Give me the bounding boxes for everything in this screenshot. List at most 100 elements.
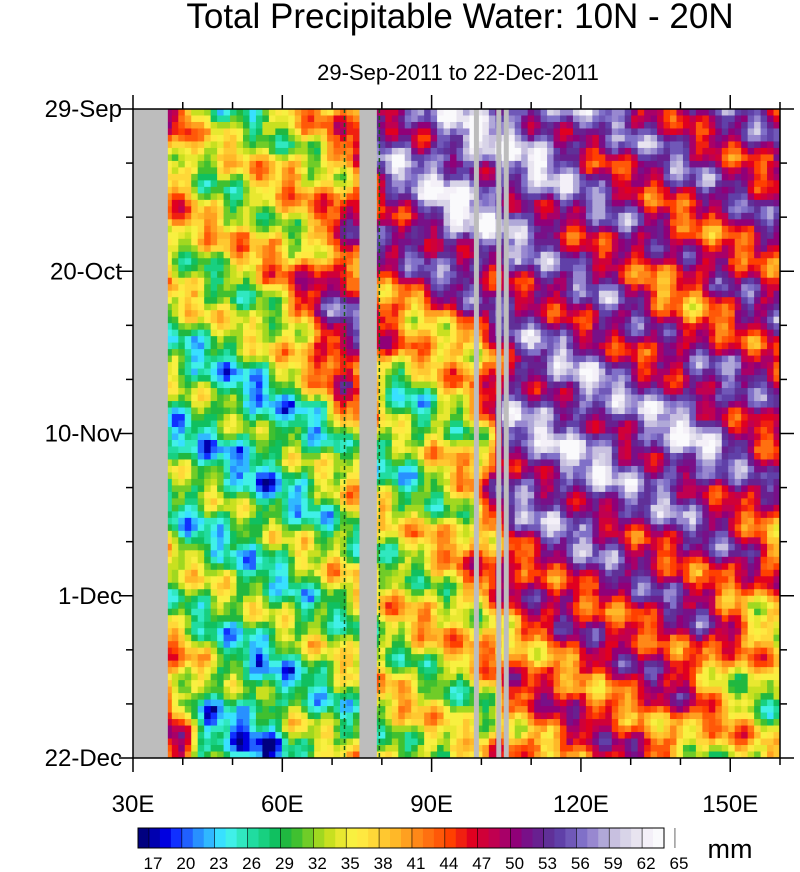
field-cell xyxy=(333,128,341,136)
field-cell xyxy=(644,109,652,117)
field-cell xyxy=(307,394,315,402)
field-cell xyxy=(443,407,451,415)
field-cell xyxy=(249,212,257,220)
field-cell xyxy=(754,225,762,233)
field-cell xyxy=(294,381,302,389)
field-cell xyxy=(553,414,561,422)
field-cell xyxy=(695,420,703,428)
field-cell xyxy=(469,264,477,272)
field-cell xyxy=(268,147,276,156)
field-cell xyxy=(534,420,542,428)
field-cell xyxy=(385,401,393,409)
field-cell xyxy=(462,167,471,175)
chart-subtitle: 29-Sep-2011 to 22-Dec-2011 xyxy=(317,60,599,85)
field-cell xyxy=(275,284,283,292)
field-cell xyxy=(327,225,335,233)
field-cell xyxy=(281,264,289,272)
field-cell xyxy=(230,219,238,227)
field-cell xyxy=(754,381,762,389)
field-cell xyxy=(734,277,742,285)
field-cell xyxy=(508,245,516,253)
field-cell xyxy=(268,277,276,285)
field-cell xyxy=(191,180,199,188)
field-cell xyxy=(618,427,626,435)
field-cell xyxy=(242,401,251,409)
field-cell xyxy=(534,115,542,123)
field-cell xyxy=(760,134,768,143)
field-cell xyxy=(191,251,199,259)
field-cell xyxy=(747,128,755,136)
field-cell xyxy=(217,375,225,383)
field-cell xyxy=(346,427,354,435)
field-cell xyxy=(417,219,425,227)
field-cell xyxy=(236,173,244,181)
field-cell xyxy=(566,394,574,402)
field-cell xyxy=(598,316,606,324)
field-cell xyxy=(631,310,639,318)
field-cell xyxy=(708,388,716,396)
field-cell xyxy=(540,362,548,370)
field-cell xyxy=(721,323,729,331)
field-cell xyxy=(320,186,328,194)
field-cell xyxy=(553,141,561,149)
field-cell xyxy=(773,271,780,279)
field-cell xyxy=(488,212,496,220)
field-cell xyxy=(210,316,218,324)
field-cell xyxy=(754,297,762,305)
field-cell xyxy=(294,284,302,292)
field-cell xyxy=(534,251,542,259)
field-cell xyxy=(527,290,535,298)
field-cell xyxy=(534,193,542,201)
field-cell xyxy=(475,186,483,194)
field-cell xyxy=(314,368,322,376)
field-cell xyxy=(475,245,483,253)
field-cell xyxy=(275,316,283,324)
field-cell xyxy=(462,225,471,233)
field-cell xyxy=(191,258,199,266)
field-cell xyxy=(631,394,639,402)
field-cell xyxy=(579,154,587,162)
field-cell xyxy=(637,362,645,370)
field-cell xyxy=(294,297,302,305)
field-cell xyxy=(204,394,212,402)
field-cell xyxy=(514,147,522,156)
field-cell xyxy=(320,355,328,363)
field-cell xyxy=(236,180,244,188)
field-cell xyxy=(385,323,393,331)
field-cell xyxy=(294,388,302,396)
field-cell xyxy=(204,134,212,143)
field-cell xyxy=(566,297,574,305)
field-cell xyxy=(320,206,328,214)
field-cell xyxy=(385,303,393,311)
field-cell xyxy=(262,277,270,285)
field-cell xyxy=(637,134,645,143)
field-cell xyxy=(527,238,535,246)
field-cell xyxy=(527,375,535,383)
field-cell xyxy=(417,355,425,363)
field-cell xyxy=(346,414,354,422)
field-cell xyxy=(618,186,626,194)
field-cell xyxy=(540,310,548,318)
field-cell xyxy=(644,199,652,207)
field-cell xyxy=(320,284,328,292)
field-cell xyxy=(702,381,710,389)
field-cell xyxy=(598,407,606,415)
field-cell xyxy=(197,212,205,220)
field-cell xyxy=(398,420,406,428)
field-cell xyxy=(514,381,522,389)
field-cell xyxy=(708,251,716,259)
field-cell xyxy=(566,206,574,214)
field-cell xyxy=(676,329,684,337)
field-cell xyxy=(275,303,283,311)
field-cell xyxy=(327,355,335,363)
field-cell xyxy=(760,251,768,259)
field-cell xyxy=(605,225,613,233)
field-cell xyxy=(715,264,723,272)
field-cell xyxy=(327,199,335,207)
field-cell xyxy=(268,310,276,318)
field-cell xyxy=(320,264,328,272)
field-cell xyxy=(708,121,716,130)
field-cell xyxy=(184,342,192,350)
field-cell xyxy=(482,349,490,357)
field-cell xyxy=(773,401,780,409)
